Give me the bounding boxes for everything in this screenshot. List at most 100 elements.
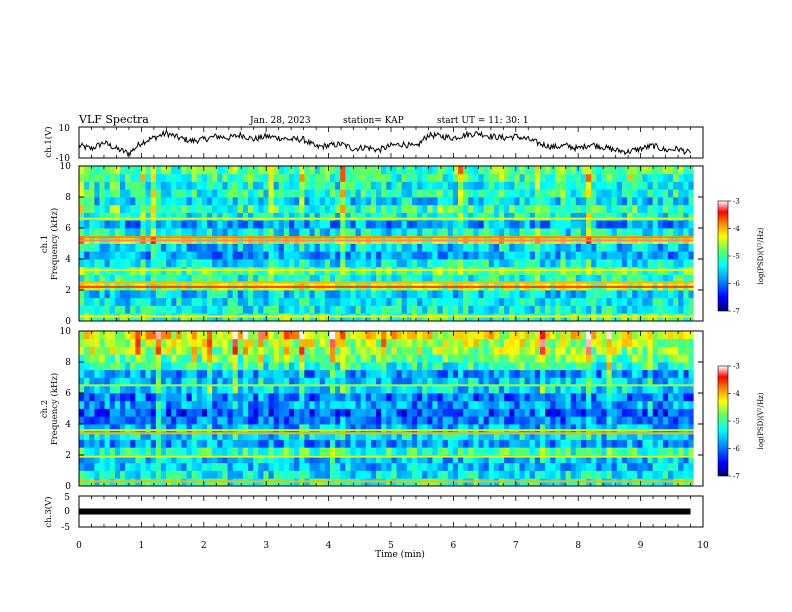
ch1-spectrogram-cell [253, 204, 259, 213]
ch2-spectrogram-cell [637, 462, 643, 471]
ch1-spectrogram-cell [201, 228, 208, 237]
ch2-spectrogram-cell [212, 439, 218, 448]
ch2-spectrogram-cell [268, 354, 275, 363]
ch2-spectrogram-cell [560, 393, 566, 402]
ch1-spectrogram-cell [89, 228, 95, 237]
ch1-ytick-bottom: -10 [56, 154, 71, 164]
ch2-spectrogram-cell [181, 369, 187, 378]
ch2-spectrogram-cell [432, 393, 438, 402]
ch2-spectrogram-cell [309, 462, 316, 471]
ch2-spectrogram-cell [499, 470, 505, 479]
ch2-spectrogram-cell [166, 369, 172, 378]
ch1-spectrogram-cell [309, 228, 316, 237]
ch1-spectrogram-cell [683, 228, 689, 237]
ch2-spectrogram-cell [534, 462, 541, 471]
ch2-spectrogram-cell [570, 377, 577, 386]
ch2-spectrogram-cell [79, 470, 85, 479]
ch1-spectrogram-cell [222, 197, 228, 206]
ch2-spectrogram-cell [391, 431, 397, 440]
ch1-spectrogram-cell [212, 197, 218, 206]
ch2-spectrogram-cell [570, 338, 577, 347]
ch2-spectrogram-cell [627, 439, 633, 448]
ch2-spectrogram-cell [468, 346, 474, 355]
ch1-spectrogram-cell [289, 197, 295, 206]
ch1-spectrogram-cell [596, 204, 602, 213]
ch2-spectrogram-cell [386, 424, 392, 433]
ch2-spectrogram-cell [237, 455, 244, 464]
ch1-spectrogram-cell [673, 181, 679, 190]
ch2-spectrogram-cell [662, 470, 669, 479]
ch2-spectrogram-cell [150, 462, 157, 471]
ch2-spectrogram-cell [217, 331, 223, 340]
ch1-spectrogram-cell [396, 189, 403, 198]
ch1-spectrogram-cell [232, 204, 239, 213]
ch1-spectrogram-cell [627, 243, 633, 252]
ch2-spectrogram-cell [591, 369, 597, 378]
ch1-spectrogram-cell [611, 274, 618, 283]
ch2-spectrogram-cell [273, 377, 280, 386]
ch1-spectrogram-cell [427, 166, 433, 175]
ch1-spectrogram-cell [586, 290, 592, 299]
ch2-spectrogram-cell [253, 385, 259, 394]
ch1-voltage-ylabel: ch.1(V) [43, 126, 54, 157]
ch2-spectrogram-cell [289, 470, 295, 479]
ch1-spectrogram-cell [273, 228, 280, 237]
ch1-spectrogram-cell [119, 166, 126, 175]
ch1-spectrogram-cell [125, 297, 131, 306]
ch2-spectrogram-cell [596, 408, 602, 417]
ch1-spectrogram-cell [335, 220, 341, 229]
ch1-spectrogram-cell [253, 243, 259, 252]
ch1-spectrogram-cell [555, 212, 561, 221]
ch2-spectrogram-cell [299, 462, 305, 471]
ch2-spectrogram-cell [232, 354, 239, 363]
ch1-spectrogram-cell [570, 189, 577, 198]
ch2-spectrogram-cell [376, 369, 382, 378]
ch1-spectrogram-cell [186, 189, 193, 198]
ch1-spectrogram-cell [580, 166, 587, 175]
ch2-spectrogram-cell [324, 393, 331, 402]
ch1-spectrogram-cell [181, 173, 187, 182]
ch1-spectrogram-cell [181, 251, 187, 260]
ch1-spectrogram-cell [365, 305, 372, 314]
ch1-spectrogram-cell [627, 166, 633, 175]
ch1-spectrogram-cell [314, 204, 321, 213]
ch2-spectrogram-cell [196, 424, 203, 433]
ch2-spectrogram-cell [314, 424, 321, 433]
ch2-spectrogram-cell [109, 470, 116, 479]
ch2-spectrogram-cell [606, 385, 613, 394]
ch1-spectrogram-cell [447, 173, 454, 182]
ch1-spectrogram-cell [586, 197, 592, 206]
ch1-spectrogram-cell [529, 228, 536, 237]
ch2-spectrogram-cell [201, 354, 208, 363]
ch2-spectrogram-cell [145, 431, 152, 440]
ch2-spectrogram-cell [565, 462, 572, 471]
ch2-spectrogram-cell [186, 439, 193, 448]
ch2-spectrogram-cell [560, 400, 566, 409]
ch1-spectrogram-cell [130, 166, 136, 175]
ch1-spectrogram-cell [452, 243, 459, 252]
ch2-spectrogram-cell [201, 455, 208, 464]
ch2-spectrogram-cell [329, 346, 336, 355]
ch2-spectrogram-cell [529, 447, 536, 456]
ch1-spectrogram-cell [483, 228, 490, 237]
ch1-spectrogram-cell [601, 290, 607, 299]
ch1-spectrogram-cell [186, 259, 193, 268]
ch2-spectrogram-cell [376, 354, 382, 363]
ch1-spectrogram-cell [212, 189, 218, 198]
ch2-spectrogram-cell [166, 400, 172, 409]
ch1-spectrogram-cell [278, 189, 285, 198]
ch2-spectrogram-cell [283, 408, 290, 417]
ch1-spectrogram-cell [258, 259, 264, 268]
ch1-spectrogram-cell [289, 204, 295, 213]
ch2-spectrogram-cell [222, 455, 228, 464]
ch1-spectrogram-cell [191, 297, 198, 306]
ch1-spectrogram-cell [258, 197, 264, 206]
ch1-spectrogram-cell [458, 228, 464, 237]
ch1-spectrogram-cell [611, 297, 618, 306]
ch1-spectrogram-cell [355, 243, 362, 252]
ch1-spectrogram-cell [335, 189, 341, 198]
ch2-spectrogram-cell [79, 416, 85, 425]
ch1-spectrogram-cell [586, 212, 592, 221]
ch2-spectrogram-cell [283, 455, 290, 464]
ch1-spectrogram-cell [253, 228, 259, 237]
